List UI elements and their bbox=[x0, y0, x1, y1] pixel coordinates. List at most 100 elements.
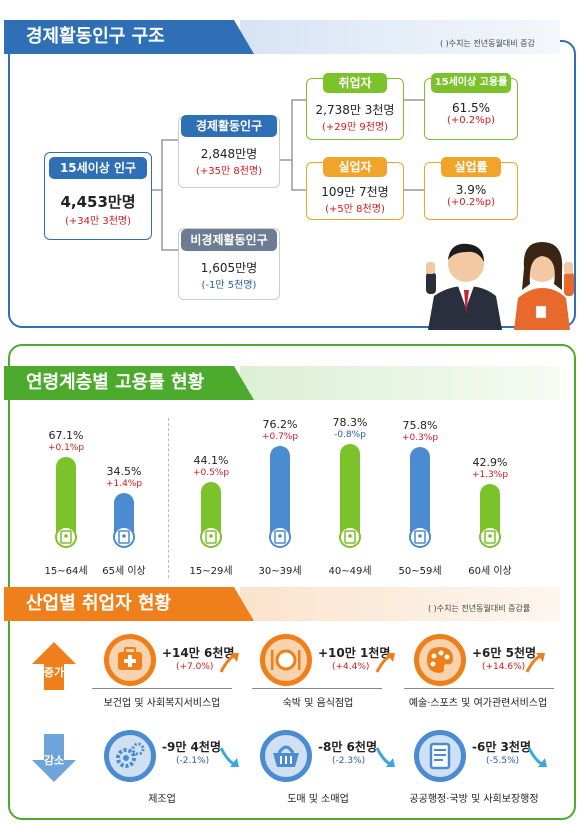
age-bar-change: -0.8%p bbox=[334, 430, 366, 440]
age-bar-value: 42.9% bbox=[472, 455, 508, 469]
age-bar-value: 44.1% bbox=[193, 454, 229, 468]
increase-arrow-icon bbox=[32, 642, 76, 690]
business-people-illustration bbox=[426, 242, 574, 330]
age-bar bbox=[56, 456, 76, 532]
industry-icon-ring bbox=[104, 634, 156, 686]
industry-increase-item: +14만 6천명 (+7.0%) bbox=[100, 630, 250, 710]
unemployed-box: 실업자 109만 7천명 (+5만 8천명) bbox=[306, 157, 404, 220]
industry-name: 숙박 및 음식점업 bbox=[282, 698, 354, 709]
age-bar-label: 15~29세 bbox=[189, 566, 233, 577]
industry-name: 공공행정·국방 및 사회보장행정 bbox=[409, 794, 539, 805]
industry-change-value: -8만 6천명 bbox=[318, 740, 377, 754]
age-bar-label: 65세 이상 bbox=[102, 566, 146, 577]
section3-title: 산업별 취업자 현황 bbox=[4, 587, 254, 621]
industry-increase-item: +10만 1천명 (+4.4%) bbox=[256, 630, 406, 710]
inactive-change: (-1만 5천명) bbox=[201, 280, 257, 291]
industry-change-value: -6만 3천명 bbox=[472, 740, 531, 754]
art-palette-icon bbox=[427, 647, 453, 673]
active-value: 2,848만명 bbox=[200, 147, 258, 161]
industry-name: 예술·스포츠 및 여가관련서비스업 bbox=[408, 698, 548, 709]
trend-up-icon bbox=[525, 653, 545, 673]
id-card-icon bbox=[269, 526, 291, 548]
decrease-label: 감소 bbox=[43, 754, 65, 767]
unemployed-change: (+5만 8천명) bbox=[325, 204, 385, 215]
age-bar-value: 75.8% bbox=[402, 418, 438, 432]
age-bar-label: 50~59세 bbox=[398, 566, 442, 577]
age-bar-change: +0.1%p bbox=[47, 442, 85, 453]
industry-name: 보건업 및 사회복지서비스업 bbox=[103, 698, 221, 709]
age-bar-label: 40~49세 bbox=[328, 566, 372, 577]
industry-icon-ring bbox=[414, 634, 466, 686]
unemployed-label: 실업자 bbox=[323, 157, 387, 177]
inactive-label: 비경제활동인구 bbox=[181, 229, 277, 251]
age-bar-value: 34.5% bbox=[106, 465, 142, 479]
active-box: 경제활동인구 2,848만명 (+35만 8천명) bbox=[178, 115, 280, 188]
industry-name: 도매 및 소매업 bbox=[287, 794, 349, 805]
industry-name: 제조업 bbox=[148, 794, 176, 805]
id-card-icon bbox=[113, 526, 135, 548]
document-scroll-icon bbox=[429, 742, 451, 770]
industry-change-rate: (+7.0%) bbox=[176, 662, 214, 672]
active-change: (+35만 8천명) bbox=[195, 166, 263, 177]
age-bar-value: 76.2% bbox=[262, 418, 298, 432]
age-bar bbox=[201, 482, 221, 532]
unemp-rate-label: 실업률 bbox=[441, 157, 501, 177]
unemp-rate-box: 실업률 3.9% (+0.2%p) bbox=[424, 157, 518, 220]
industry-icon-ring bbox=[260, 730, 312, 782]
age-bar-change: +1.4%p bbox=[105, 479, 143, 490]
id-card-icon bbox=[200, 526, 222, 548]
section3-banner-tail bbox=[240, 587, 560, 621]
industry-change-value: +10만 1천명 bbox=[318, 646, 391, 660]
section1-note: ( )수치는 전년동월대비 증감 bbox=[440, 39, 535, 48]
unemployed-value: 109만 7천명 bbox=[321, 185, 389, 199]
age-bar-label: 60세 이상 bbox=[468, 566, 512, 577]
section2-banner-tail bbox=[240, 366, 560, 400]
pop15-change: (+34만 3천명) bbox=[64, 216, 132, 227]
id-card-icon bbox=[479, 526, 501, 548]
industry-decrease-item: -8만 6천명 (-2.3%) bbox=[256, 726, 406, 806]
id-card-icon bbox=[339, 526, 361, 548]
structure-connectors bbox=[150, 99, 424, 251]
industry-change-rate: (+14.6%) bbox=[482, 662, 526, 672]
emp-rate-value: 61.5% bbox=[451, 101, 491, 115]
id-card-icon bbox=[55, 526, 77, 548]
trend-down-icon bbox=[219, 747, 239, 767]
section1-banner-tail bbox=[240, 20, 560, 54]
unemp-rate-value: 3.9% bbox=[455, 183, 487, 197]
age-bar-value: 67.1% bbox=[48, 428, 84, 442]
industry-underline bbox=[404, 688, 554, 689]
industry-icon-ring bbox=[414, 730, 466, 782]
age-bar-change: +0.5%p bbox=[192, 468, 230, 479]
age-bar bbox=[114, 493, 134, 532]
age-bar-label: 30~39세 bbox=[258, 566, 302, 577]
dining-plate-icon bbox=[271, 649, 301, 671]
unemp-rate-change: (+0.2%p) bbox=[447, 197, 495, 208]
age-bar bbox=[340, 444, 360, 532]
industry-icon-ring bbox=[104, 730, 156, 782]
decrease-arrow-icon bbox=[32, 734, 76, 782]
industry-change-value: +6만 5천명 bbox=[472, 646, 537, 660]
employed-box: 취업자 2,738만 3천명 (+29만 9천명) bbox=[306, 73, 404, 140]
industry-change-value: -9만 4천명 bbox=[162, 740, 221, 754]
trend-down-icon bbox=[375, 747, 395, 767]
section2-title: 연령계층별 고용률 현황 bbox=[4, 366, 254, 400]
section1-title: 경제활동인구 구조 bbox=[4, 20, 254, 54]
age-bar bbox=[410, 446, 430, 532]
inactive-value: 1,605만명 bbox=[200, 261, 258, 275]
employed-value: 2,738만 3천명 bbox=[315, 103, 395, 117]
id-card-icon bbox=[409, 526, 431, 548]
industry-icon-ring bbox=[260, 634, 312, 686]
age-bar-change: +1.3%p bbox=[471, 469, 509, 480]
industry-change-value: +14만 6천명 bbox=[162, 646, 235, 660]
age-employment-chart: 67.1% +0.1%p 15~64세 34.5% +1.4%p 65세 이상 44.1% +… bbox=[44, 416, 512, 577]
increase-label: 증가 bbox=[43, 666, 65, 679]
trend-up-icon bbox=[375, 653, 395, 673]
emp-rate-change: (+0.2%p) bbox=[447, 115, 495, 126]
industry-change-rate: (-5.5%) bbox=[486, 756, 520, 766]
chart-divider bbox=[168, 418, 169, 578]
age-bar-change: +0.7%p bbox=[261, 432, 299, 443]
age-bar bbox=[480, 483, 500, 532]
pop15-value: 4,453만명 bbox=[60, 193, 136, 211]
age-bar-change: +0.3%p bbox=[401, 432, 439, 443]
industry-change-rate: (-2.1%) bbox=[176, 756, 210, 766]
